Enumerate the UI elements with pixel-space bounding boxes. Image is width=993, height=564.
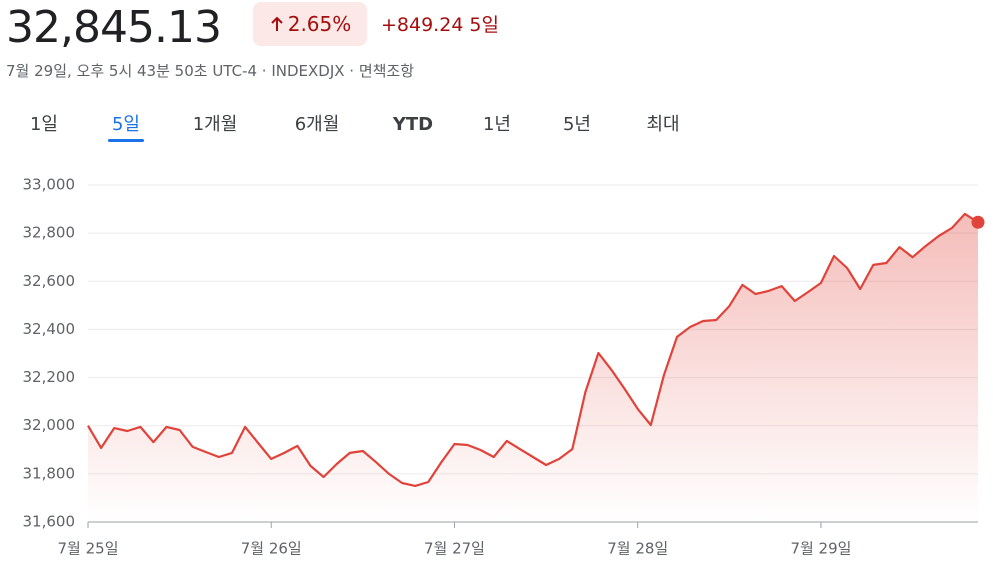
y-tick-label: 32,600 bbox=[23, 272, 76, 290]
subtitle: 7월 29일, 오후 5시 43분 50초 UTC-4 · INDEXDJX ·… bbox=[6, 62, 415, 80]
y-tick-label: 31,600 bbox=[23, 513, 76, 531]
x-tick-label: 7월 29일 bbox=[790, 540, 851, 558]
range-tab[interactable]: 최대 bbox=[646, 114, 679, 135]
last-point bbox=[971, 215, 985, 229]
x-tick-label: 7월 25일 bbox=[58, 540, 119, 558]
change: +849.24 5일 bbox=[381, 10, 499, 37]
up-arrow bbox=[271, 16, 283, 31]
y-tick-label: 32,000 bbox=[23, 416, 76, 434]
y-tick-label: 31,800 bbox=[23, 464, 76, 482]
y-tick-label: 32,200 bbox=[23, 368, 76, 386]
area-fill bbox=[88, 213, 978, 522]
x-tick-label: 7월 27일 bbox=[424, 540, 485, 558]
price: 32,845.13 bbox=[6, 2, 222, 53]
range-tab[interactable]: 5년 bbox=[563, 114, 591, 135]
range-tab[interactable]: YTD bbox=[392, 114, 433, 135]
range-tab[interactable]: 5일 bbox=[112, 114, 140, 135]
x-tick-label: 7월 26일 bbox=[241, 540, 302, 558]
x-tick-label: 7월 28일 bbox=[607, 540, 668, 558]
range-tab[interactable]: 1개월 bbox=[193, 114, 238, 135]
y-tick-label: 32,400 bbox=[23, 320, 76, 338]
y-tick-label: 32,800 bbox=[23, 224, 76, 242]
change-percent: 2.65% bbox=[287, 12, 352, 36]
change-value: +849.24 bbox=[381, 14, 464, 36]
price-line bbox=[87, 212, 979, 487]
change-period: 5일 bbox=[469, 14, 499, 36]
range-tab[interactable]: 1일 bbox=[30, 114, 58, 135]
range-tab[interactable]: 1년 bbox=[483, 114, 511, 135]
tab-underline bbox=[108, 139, 144, 142]
range-tab[interactable]: 6개월 bbox=[295, 114, 340, 135]
change-badge: 2.65% bbox=[253, 2, 367, 46]
y-tick-label: 33,000 bbox=[23, 176, 76, 194]
